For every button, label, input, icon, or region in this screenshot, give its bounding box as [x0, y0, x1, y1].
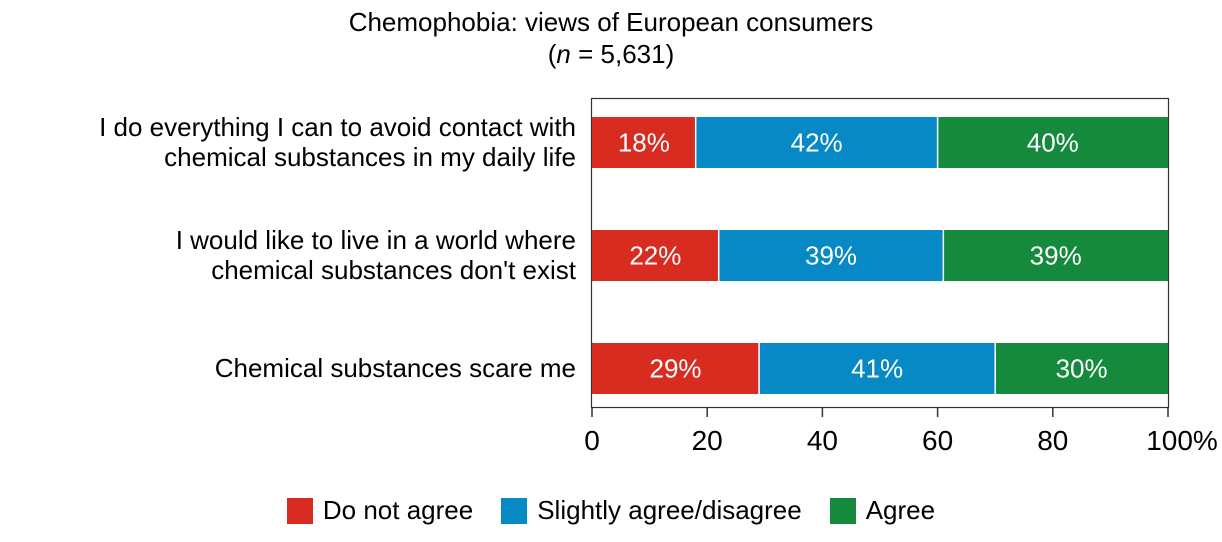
- bar-data-label: 22%: [629, 241, 681, 271]
- bar-segment: [938, 117, 1168, 168]
- bar-data-label: 39%: [805, 241, 857, 271]
- x-tick-label: 40: [807, 425, 838, 456]
- legend-item: Slightly agree/disagree: [501, 495, 802, 526]
- bar-data-label: 40%: [1027, 128, 1079, 158]
- chart-title: Chemophobia: views of European consumers: [348, 7, 874, 37]
- subtitle-prefix: (: [547, 39, 557, 69]
- plot-frame: [590, 97, 1170, 409]
- subtitle-n: n: [556, 39, 571, 69]
- chart-subtitle: (n = 5,631): [0, 38, 1222, 70]
- y-category-label-line: Chemical substances scare me: [214, 352, 576, 383]
- legend-swatch: [501, 497, 528, 524]
- y-category-label-line: chemical substances don't exist: [211, 254, 576, 285]
- bar-segment: [592, 230, 718, 281]
- x-tick-label: 80: [1037, 425, 1068, 456]
- y-category-label-line: I do everything I can to avoid contact w…: [99, 111, 576, 142]
- y-category-label: I do everything I can to avoid contact w…: [99, 112, 576, 172]
- bar-data-label: 18%: [618, 128, 670, 158]
- subtitle-rest: = 5,631): [570, 39, 675, 69]
- x-tick-label: 100%: [1146, 425, 1218, 456]
- legend-swatch: [286, 497, 313, 524]
- legend: Do not agree Slightly agree/disagree Agree: [0, 495, 1222, 526]
- legend-label: Agree: [865, 495, 936, 525]
- legend-swatch: [829, 497, 856, 524]
- y-category-label: Chemical substances scare me: [215, 353, 576, 383]
- bar-data-label: 39%: [1030, 241, 1082, 271]
- bar-data-label: 29%: [649, 354, 701, 384]
- bar-segment: [592, 117, 695, 168]
- bar-segment: [759, 343, 995, 394]
- bar-segment: [592, 343, 759, 394]
- x-tick-label: 0: [584, 425, 600, 456]
- legend-item: Do not agree: [286, 495, 474, 526]
- x-tick-label: 20: [692, 425, 723, 456]
- legend-label: Do not agree: [322, 495, 474, 525]
- bar-segment: [719, 230, 943, 281]
- y-category-label: I would like to live in a world where che…: [176, 225, 576, 285]
- bar-data-label: 42%: [791, 128, 843, 158]
- y-category-label-line: I would like to live in a world where: [175, 224, 576, 255]
- x-tick-label: 60: [922, 425, 953, 456]
- bar-data-label: 30%: [1056, 354, 1108, 384]
- bar-data-label: 41%: [851, 354, 903, 384]
- bar-segment: [944, 230, 1168, 281]
- legend-label: Slightly agree/disagree: [537, 495, 802, 525]
- legend-item: Agree: [829, 495, 936, 526]
- bar-segment: [995, 343, 1168, 394]
- y-category-label-line: chemical substances in my daily life: [164, 141, 576, 172]
- bar-segment: [696, 117, 937, 168]
